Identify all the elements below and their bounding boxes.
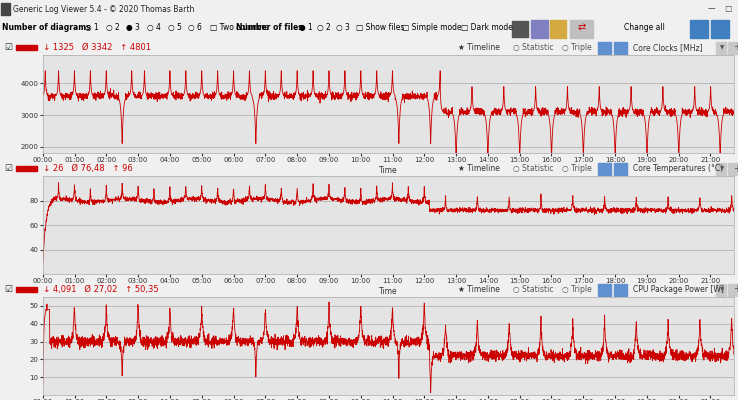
Bar: [16, 166, 37, 171]
Bar: [614, 42, 627, 54]
Text: Core Temperatures (°C): Core Temperatures (°C): [633, 164, 723, 173]
Text: ○ Triple: ○ Triple: [562, 164, 592, 173]
Text: ○ 2: ○ 2: [317, 24, 331, 32]
Text: ▼: ▼: [720, 287, 725, 292]
Text: ○ Statistic: ○ Statistic: [513, 285, 554, 294]
Text: Change all: Change all: [624, 24, 664, 32]
Bar: [728, 162, 738, 174]
Text: □ Show files: □ Show files: [356, 24, 405, 32]
Text: ⇄: ⇄: [577, 23, 586, 33]
Text: ☑: ☑: [4, 285, 13, 294]
Text: Number of diagrams: Number of diagrams: [2, 24, 91, 32]
X-axis label: Time: Time: [379, 287, 398, 296]
Text: Generic Log Viewer 5.4 - © 2020 Thomas Barth: Generic Log Viewer 5.4 - © 2020 Thomas B…: [13, 4, 195, 14]
Text: ○ 1: ○ 1: [85, 24, 99, 32]
Text: ☑: ☑: [4, 43, 13, 52]
Text: ○ 3: ○ 3: [336, 24, 350, 32]
Text: □ Dark mode: □ Dark mode: [461, 24, 513, 32]
Bar: [716, 162, 726, 174]
Text: +: +: [733, 284, 738, 294]
Bar: [1, 3, 10, 15]
Bar: [531, 20, 548, 38]
Text: ● 1: ● 1: [299, 24, 313, 32]
Text: ★ Timeline: ★ Timeline: [458, 164, 500, 173]
Text: ↓ 26   Ø 76,48   ↑ 96: ↓ 26 Ø 76,48 ↑ 96: [38, 164, 133, 173]
Text: ↓ 1325   Ø 3342   ↑ 4801: ↓ 1325 Ø 3342 ↑ 4801: [38, 43, 151, 52]
Bar: [570, 20, 593, 38]
Text: Number of files: Number of files: [236, 24, 303, 32]
Text: ▼: ▼: [720, 45, 725, 50]
Bar: [16, 45, 37, 50]
Text: ● 3: ● 3: [126, 24, 140, 32]
Bar: [598, 284, 611, 296]
Bar: [614, 284, 627, 296]
Bar: [598, 162, 611, 174]
Text: ○ Statistic: ○ Statistic: [513, 43, 554, 52]
Bar: [614, 162, 627, 174]
Bar: [716, 284, 726, 296]
Text: ○ 6: ○ 6: [188, 24, 202, 32]
Bar: [512, 21, 528, 37]
X-axis label: Time: Time: [379, 166, 398, 175]
Bar: [711, 20, 729, 38]
Bar: [728, 284, 738, 296]
Text: □ Two columns: □ Two columns: [210, 24, 269, 32]
Text: ○ 4: ○ 4: [147, 24, 161, 32]
Bar: [716, 42, 726, 54]
Text: CPU Package Power [W]: CPU Package Power [W]: [633, 285, 724, 294]
Text: +: +: [733, 42, 738, 52]
Text: ▼: ▼: [720, 166, 725, 171]
Text: +: +: [733, 164, 738, 174]
Text: —    □    ×: — □ ×: [708, 4, 738, 14]
Text: ○ Statistic: ○ Statistic: [513, 164, 554, 173]
Text: Core Clocks [MHz]: Core Clocks [MHz]: [633, 43, 703, 52]
Bar: [550, 20, 566, 38]
Text: ★ Timeline: ★ Timeline: [458, 285, 500, 294]
Text: ☑: ☑: [4, 164, 13, 173]
Text: ↓ 4,091   Ø 27,02   ↑ 50,35: ↓ 4,091 Ø 27,02 ↑ 50,35: [38, 285, 159, 294]
Text: ○ 5: ○ 5: [168, 24, 182, 32]
Bar: [728, 42, 738, 54]
Bar: [690, 20, 708, 38]
Bar: [598, 42, 611, 54]
Bar: [16, 287, 37, 292]
Text: ○ Triple: ○ Triple: [562, 43, 592, 52]
Text: □ Simple mode: □ Simple mode: [402, 24, 462, 32]
Text: ★ Timeline: ★ Timeline: [458, 43, 500, 52]
Text: ○ Triple: ○ Triple: [562, 285, 592, 294]
Text: ○ 2: ○ 2: [106, 24, 120, 32]
